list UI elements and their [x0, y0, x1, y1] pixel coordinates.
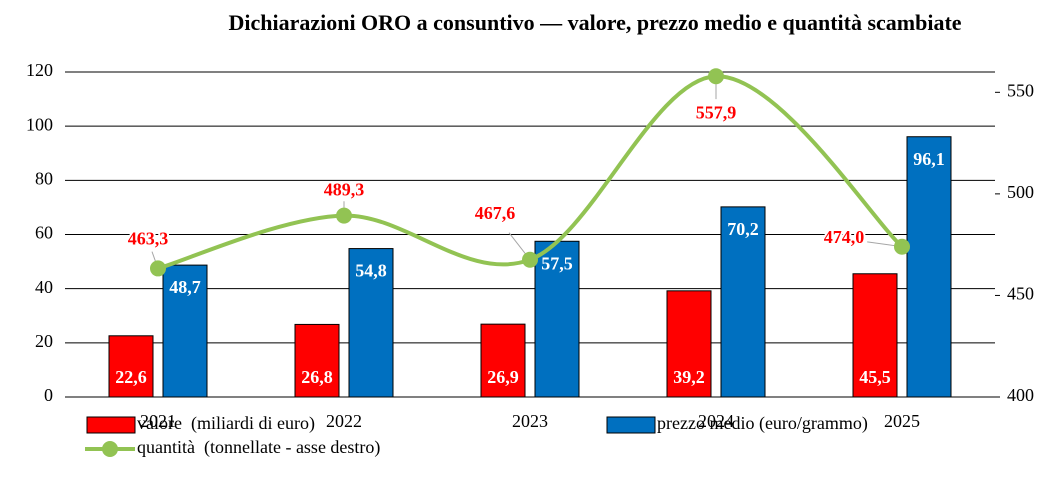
y2-tick-label: 400 — [1007, 385, 1034, 405]
legend-swatch — [86, 416, 136, 434]
bar — [852, 273, 898, 398]
y2-tick-label: 550 — [1007, 80, 1034, 100]
data-label: 96,1 — [913, 149, 945, 169]
legend-label: quantità (tonnellate - asse destro) — [137, 437, 380, 458]
data-label: 57,5 — [541, 253, 573, 273]
bar — [720, 206, 766, 398]
data-label: 463,3 — [128, 229, 169, 249]
bar — [480, 323, 526, 398]
x-tick-label: 2025 — [884, 411, 920, 431]
bar — [906, 136, 952, 398]
data-label: 26,9 — [487, 367, 519, 387]
bar — [294, 323, 340, 398]
bar — [348, 248, 394, 398]
y-tick-label: 40 — [35, 277, 53, 297]
data-label: 489,3 — [324, 180, 365, 200]
marker — [150, 260, 166, 277]
data-label: 22,6 — [115, 367, 147, 387]
legend-swatch — [606, 416, 656, 434]
x-tick-label: 2022 — [326, 411, 362, 431]
y-tick-label: 80 — [35, 168, 53, 188]
chart-title: Dichiarazioni ORO a consuntivo — valore,… — [228, 10, 962, 35]
data-label: 557,9 — [696, 102, 737, 122]
bar — [534, 240, 580, 398]
legend-swatch — [102, 441, 118, 457]
bar — [162, 264, 208, 398]
bar — [108, 335, 154, 398]
data-label: 467,6 — [475, 203, 516, 223]
data-label: 45,5 — [859, 367, 891, 387]
bar — [666, 290, 712, 398]
legend-label: valore (miliardi di euro) — [137, 413, 315, 434]
x-tick-label: 2021 — [140, 411, 176, 431]
y2-tick-label: 500 — [1007, 182, 1034, 202]
y-tick-label: 60 — [35, 223, 53, 243]
line — [157, 74, 904, 271]
data-label: 474,0 — [824, 227, 865, 247]
y-tick-label: 120 — [26, 60, 53, 80]
data-label: 39,2 — [673, 367, 705, 387]
marker — [336, 207, 352, 224]
y-tick-label: 0 — [44, 385, 53, 405]
marker — [708, 68, 724, 85]
marker — [522, 251, 538, 268]
data-label: 70,2 — [727, 219, 759, 239]
y-tick-label: 100 — [26, 114, 53, 134]
data-label: 26,8 — [301, 367, 333, 387]
x-tick-label: 2023 — [512, 411, 548, 431]
x-tick-label: 2024 — [698, 411, 734, 431]
y2-tick-label: 450 — [1007, 284, 1034, 304]
legend-label: prezzo medio (euro/grammo) — [657, 413, 868, 434]
data-label: 54,8 — [355, 261, 387, 281]
y-tick-label: 20 — [35, 331, 53, 351]
data-label: 48,7 — [169, 277, 201, 297]
marker — [894, 238, 910, 255]
